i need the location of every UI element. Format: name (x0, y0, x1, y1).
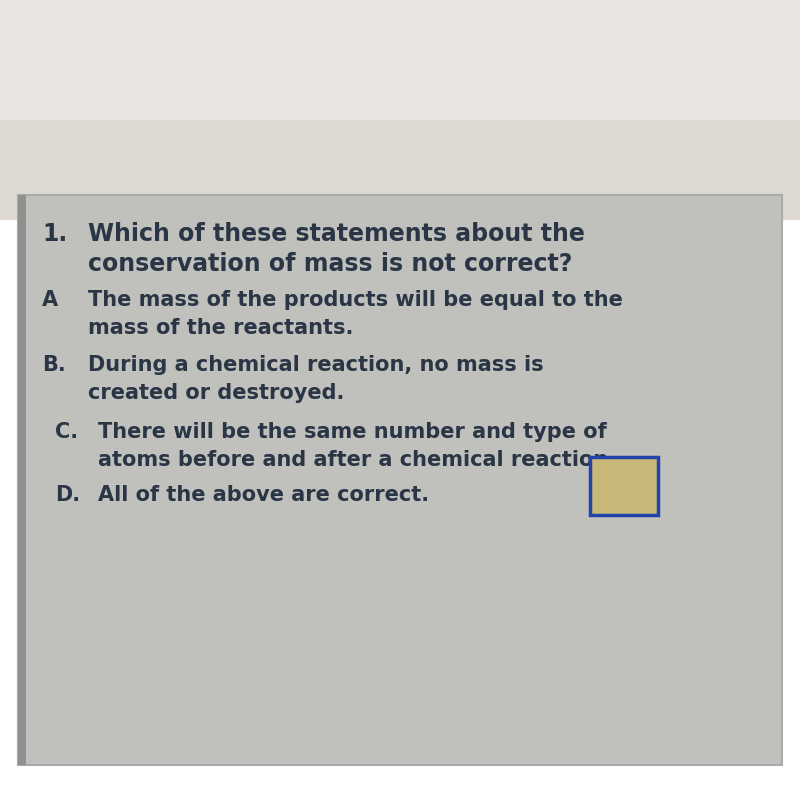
Text: Which of these statements about the: Which of these statements about the (88, 222, 585, 246)
Bar (590, 457, 658, 515)
Text: A: A (42, 290, 58, 310)
Text: During a chemical reaction, no mass is: During a chemical reaction, no mass is (88, 355, 544, 375)
Text: There will be the same number and type of: There will be the same number and type o… (98, 422, 606, 442)
Text: All of the above are correct.: All of the above are correct. (98, 485, 429, 505)
Text: B.: B. (42, 355, 66, 375)
Text: 1.: 1. (42, 222, 67, 246)
Bar (0, 0, 800, 120)
Text: The mass of the products will be equal to the: The mass of the products will be equal t… (88, 290, 623, 310)
Text: C.: C. (55, 422, 78, 442)
Bar (0, 0, 800, 220)
Text: created or destroyed.: created or destroyed. (88, 383, 344, 403)
Text: conservation of mass is not correct?: conservation of mass is not correct? (88, 252, 572, 276)
Text: D.: D. (55, 485, 80, 505)
Bar (18, 195, 782, 765)
Bar (18, 195, 26, 765)
Text: mass of the reactants.: mass of the reactants. (88, 318, 354, 338)
Text: atoms before and after a chemical reaction.: atoms before and after a chemical reacti… (98, 450, 616, 470)
